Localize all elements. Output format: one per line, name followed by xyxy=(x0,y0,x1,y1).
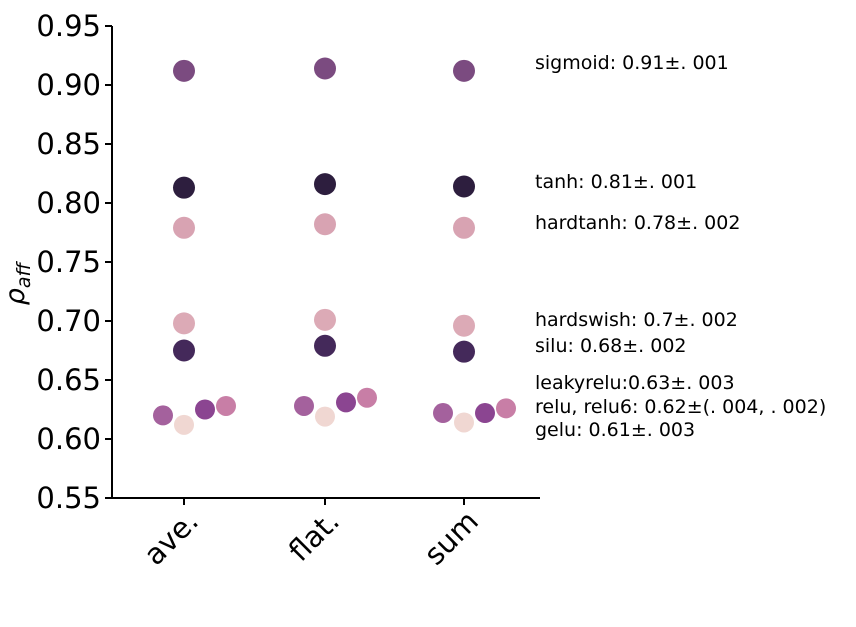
dot-tanh-sum xyxy=(453,175,475,198)
x-tick-label-ave: ave. xyxy=(137,504,205,572)
y-tick-label: 0.55 xyxy=(36,481,101,515)
annotation-line-4: silu: 0.68±. 002 xyxy=(535,335,687,357)
dot-sigmoid-ave xyxy=(173,59,195,82)
dot-sigmoid-flat xyxy=(314,57,336,80)
y-tick-label: 0.95 xyxy=(36,9,101,43)
dot-silu-sum xyxy=(453,340,475,363)
annotation-line-6: relu, relu6: 0.62±(. 004, . 002) xyxy=(535,396,826,418)
dot-relu6-ave xyxy=(195,399,215,420)
dot-gelu-flat xyxy=(315,406,335,427)
dot-relu6-sum xyxy=(475,403,495,424)
dot-relu-flat xyxy=(294,395,314,416)
dot-leakyrelu-flat xyxy=(357,387,377,408)
annotation-line-2: hardtanh: 0.78±. 002 xyxy=(535,212,740,234)
dot-hardtanh-ave xyxy=(173,216,195,239)
annotation-line-5: leakyrelu:0.63±. 003 xyxy=(535,372,735,394)
dot-leakyrelu-ave xyxy=(216,395,236,416)
x-tick-label-sum: sum xyxy=(417,504,485,572)
dot-hardswish-flat xyxy=(314,308,336,331)
annotation-line-3: hardswish: 0.7±. 002 xyxy=(535,309,738,331)
y-tick-label: 0.85 xyxy=(36,127,101,161)
annotation-line-0: sigmoid: 0.91±. 001 xyxy=(535,52,729,74)
y-tick-label: 0.60 xyxy=(36,422,101,456)
dot-silu-flat xyxy=(314,334,336,357)
dot-silu-ave xyxy=(173,339,195,362)
dot-hardtanh-sum xyxy=(453,216,475,239)
dot-hardswish-sum xyxy=(453,314,475,337)
y-tick-label: 0.65 xyxy=(36,363,101,397)
y-axis-label: ρaff xyxy=(0,260,35,305)
y-tick-label: 0.80 xyxy=(36,186,101,220)
dot-tanh-ave xyxy=(173,176,195,199)
y-tick-label: 0.75 xyxy=(36,245,101,279)
dot-tanh-flat xyxy=(314,173,336,196)
dot-gelu-ave xyxy=(174,414,194,435)
dot-hardtanh-flat xyxy=(314,213,336,236)
dot-hardswish-ave xyxy=(173,312,195,335)
dot-relu6-flat xyxy=(336,392,356,413)
annotation-line-7: gelu: 0.61±. 003 xyxy=(535,419,695,441)
annotation-line-1: tanh: 0.81±. 001 xyxy=(535,171,697,193)
x-tick-label-flat: flat. xyxy=(282,504,346,568)
y-tick-label: 0.70 xyxy=(36,304,101,338)
y-tick-label: 0.90 xyxy=(36,68,101,102)
dot-relu-sum xyxy=(433,403,453,424)
dot-relu-ave xyxy=(153,405,173,426)
dot-leakyrelu-sum xyxy=(496,398,516,419)
dot-gelu-sum xyxy=(454,412,474,433)
dot-sigmoid-sum xyxy=(453,59,475,82)
